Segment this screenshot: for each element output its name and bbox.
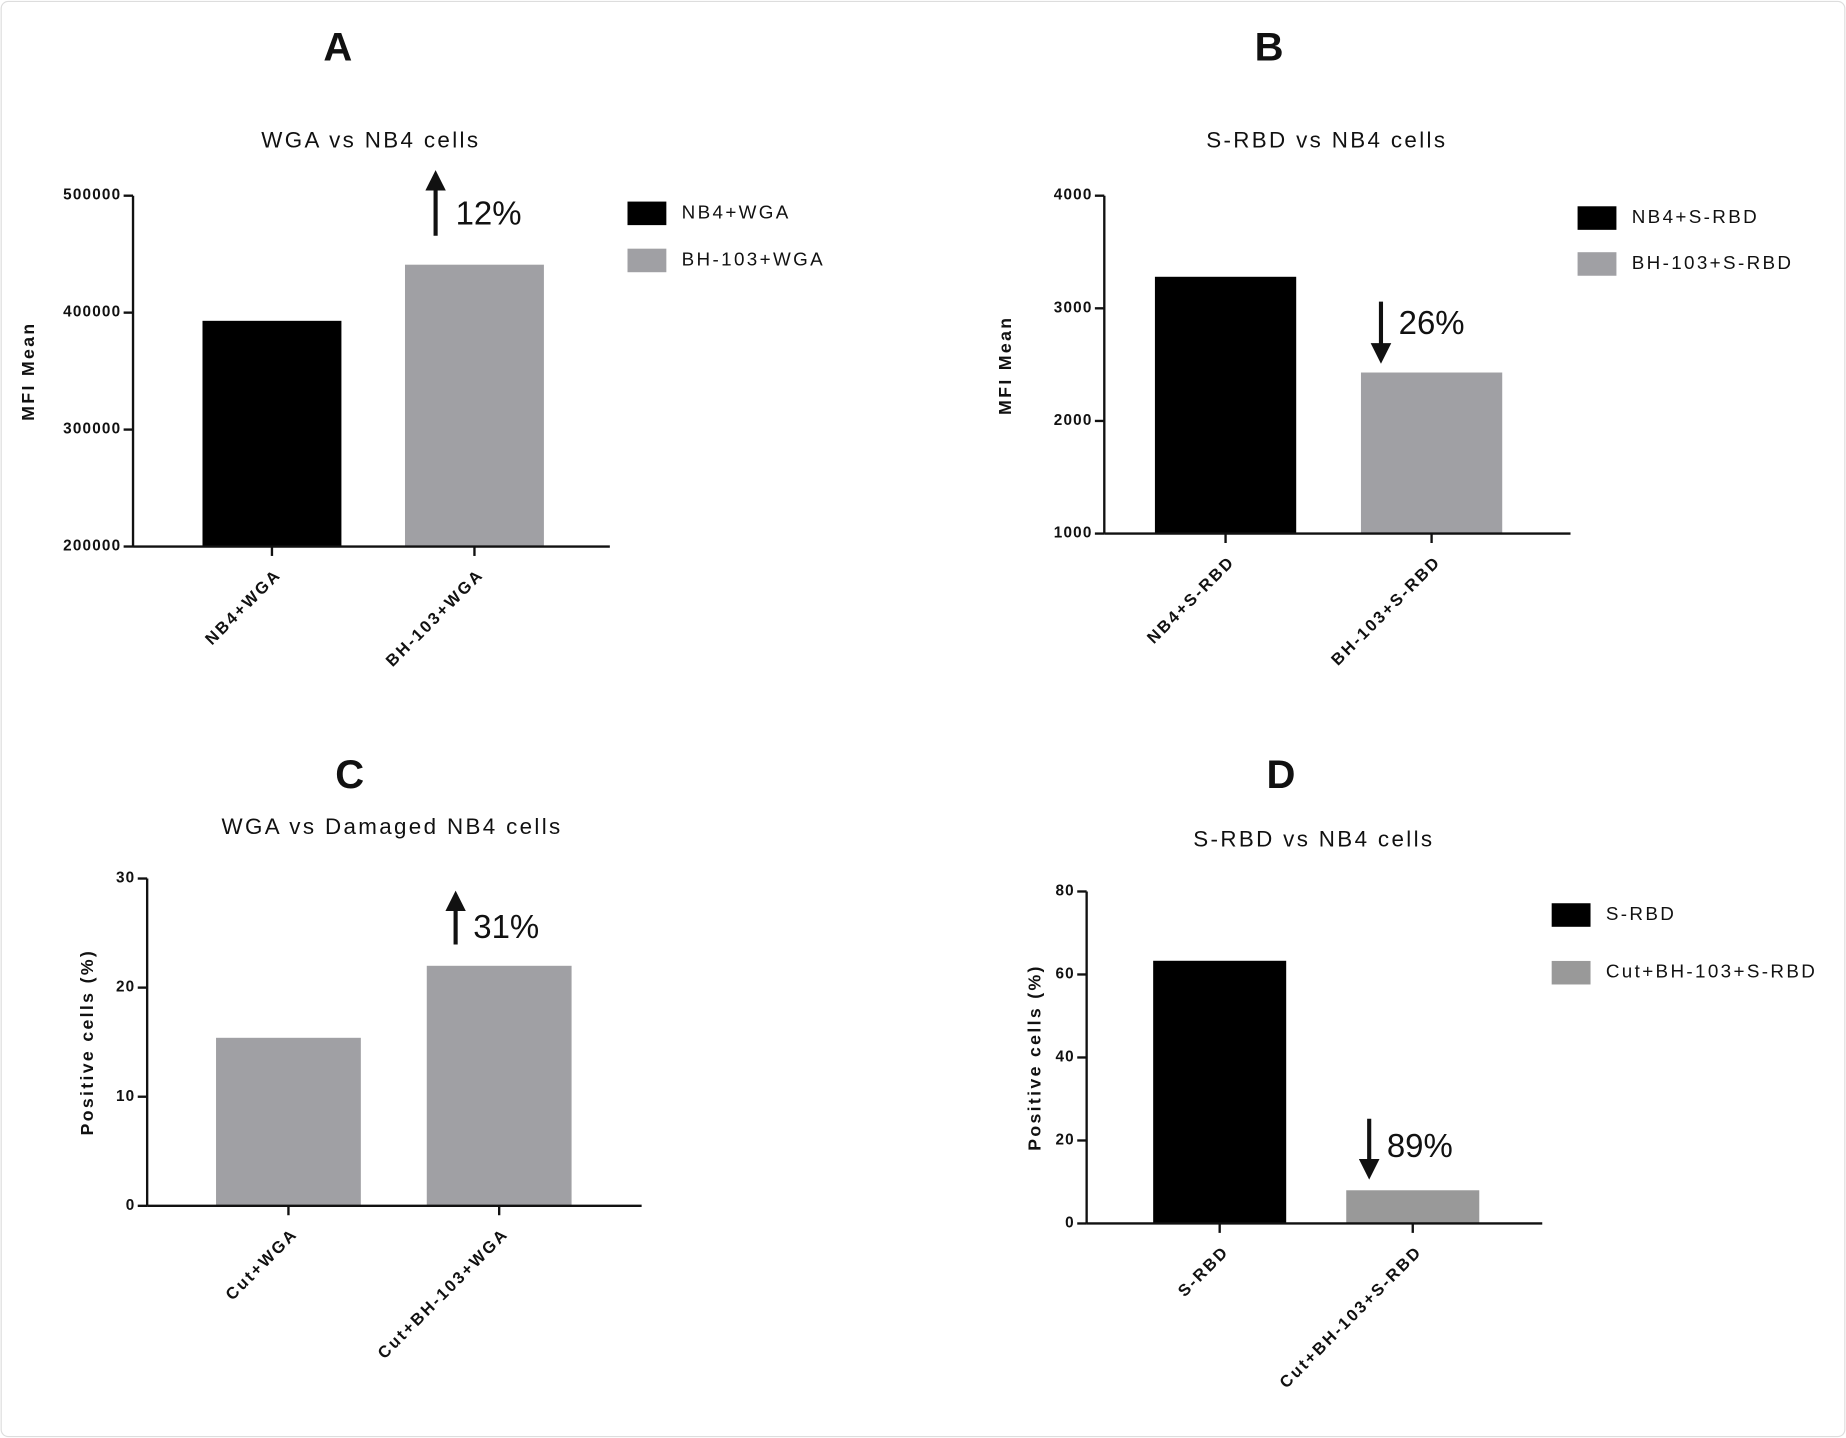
panel-label: C: [335, 753, 364, 797]
annotation: 31%: [473, 908, 539, 945]
legend-label: NB4+S-RBD: [1632, 206, 1759, 227]
legend-label: NB4+WGA: [682, 201, 791, 222]
y-tick-label: 20: [116, 979, 135, 996]
legend-label: Cut+BH-103+S-RBD: [1606, 961, 1817, 982]
y-tick-label: 80: [1055, 883, 1074, 900]
bar: [426, 965, 572, 1206]
panel-label: A: [323, 25, 352, 69]
bar: [202, 320, 342, 547]
chart-title: S-RBD vs NB4 cells: [1206, 127, 1447, 152]
y-tick-label: 200000: [63, 538, 121, 555]
y-tick-label: 3000: [1054, 299, 1093, 316]
bar: [216, 1037, 361, 1206]
y-tick-label: 1000: [1054, 525, 1093, 542]
legend-label: BH-103+WGA: [682, 248, 825, 269]
y-tick-label: 40: [1055, 1049, 1074, 1066]
annotation: 89%: [1387, 1127, 1453, 1164]
y-tick-label: 60: [1055, 966, 1074, 983]
panel-label: D: [1266, 753, 1295, 797]
y-tick-label: 500000: [63, 187, 121, 204]
legend-swatch: [1577, 206, 1617, 230]
y-tick-label: 400000: [63, 304, 121, 321]
annotation: 26%: [1399, 304, 1465, 341]
y-axis-label: MFI Mean: [18, 322, 38, 421]
panel-label: B: [1255, 25, 1284, 69]
y-tick-label: 10: [116, 1088, 135, 1105]
y-tick-label: 0: [1065, 1215, 1075, 1232]
y-axis-label: MFI Mean: [995, 316, 1015, 415]
y-tick-label: 4000: [1054, 187, 1093, 204]
legend-swatch: [1577, 252, 1617, 276]
legend-label: BH-103+S-RBD: [1632, 252, 1794, 273]
y-axis-label: Positive cells (%): [77, 949, 97, 1136]
chart-title: WGA vs Damaged NB4 cells: [222, 814, 563, 839]
annotation: 12%: [456, 194, 522, 231]
bar: [1346, 1190, 1480, 1224]
bar: [1154, 276, 1297, 534]
bar: [1360, 372, 1503, 534]
legend-swatch: [627, 201, 667, 226]
y-axis-label: Positive cells (%): [1025, 964, 1045, 1151]
bar: [404, 264, 544, 547]
legend-swatch: [627, 248, 667, 273]
y-tick-label: 20: [1055, 1132, 1074, 1149]
legend-swatch: [1551, 960, 1591, 985]
y-tick-label: 300000: [63, 421, 121, 438]
y-tick-label: 2000: [1054, 412, 1093, 429]
y-tick-label: 0: [126, 1197, 136, 1214]
y-tick-label: 30: [116, 870, 135, 887]
chart-title: S-RBD vs NB4 cells: [1193, 827, 1434, 852]
chart-title: WGA vs NB4 cells: [261, 127, 480, 152]
legend-swatch: [1551, 903, 1591, 927]
bar: [1153, 960, 1287, 1224]
legend-label: S-RBD: [1606, 903, 1676, 924]
